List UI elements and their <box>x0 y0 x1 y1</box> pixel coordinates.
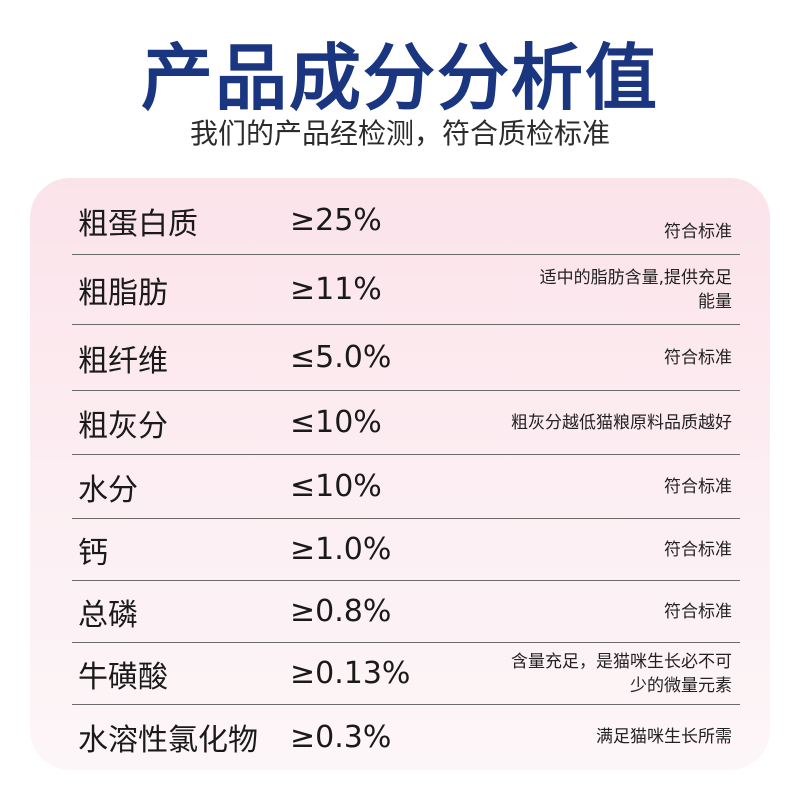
ingredient-name: 总磷 <box>78 597 138 633</box>
ingredient-value: ≤5.0% <box>290 340 392 375</box>
ingredient-value: ≤10% <box>290 469 382 504</box>
table-row: 粗蛋白质 ≥25% 符合标准 <box>72 187 740 255</box>
ingredient-note: 符合标准 <box>664 222 732 242</box>
ingredient-note: 符合标准 <box>664 601 732 622</box>
ingredient-name: 粗纤维 <box>78 343 168 379</box>
ingredient-note: 符合标准 <box>664 539 732 560</box>
ingredient-value: ≥0.8% <box>290 594 392 629</box>
ingredient-name: 粗蛋白质 <box>78 206 198 242</box>
ingredient-name: 钙 <box>78 535 108 571</box>
ingredient-note: 符合标准 <box>664 347 732 368</box>
table-row: 粗灰分 ≤10% 粗灰分越低猫粮原料品质越好 <box>72 391 740 455</box>
ingredient-note: 满足猫咪生长所需 <box>596 727 732 747</box>
table-row: 水分 ≤10% 符合标准 <box>72 455 740 519</box>
analysis-card <box>30 178 770 770</box>
analysis-table: 粗蛋白质 ≥25% 符合标准 粗脂肪 ≥11% 适中的脂肪含量,提供充足 能量 … <box>72 187 740 769</box>
ingredient-note: 适中的脂肪含量,提供充足 能量 <box>539 267 732 312</box>
ingredient-value: ≥1.0% <box>290 532 392 567</box>
ingredient-name: 牛磺酸 <box>78 659 168 695</box>
ingredient-name: 粗灰分 <box>78 408 168 444</box>
ingredient-note: 符合标准 <box>664 476 732 497</box>
table-row: 总磷 ≥0.8% 符合标准 <box>72 581 740 643</box>
table-row: 钙 ≥1.0% 符合标准 <box>72 519 740 581</box>
ingredient-note: 粗灰分越低猫粮原料品质越好 <box>511 412 732 433</box>
table-row: 牛磺酸 ≥0.13% 含量充足，是猫咪生长必不可 少的微量元素 <box>72 643 740 705</box>
ingredient-name: 水溶性氯化物 <box>78 723 258 758</box>
ingredient-value: ≥25% <box>290 203 382 238</box>
ingredient-note: 含量充足，是猫咪生长必不可 少的微量元素 <box>511 651 732 696</box>
page-subtitle: 我们的产品经检测，符合质检标准 <box>189 117 610 150</box>
table-row: 粗纤维 ≤5.0% 符合标准 <box>72 325 740 391</box>
table-row: 粗脂肪 ≥11% 适中的脂肪含量,提供充足 能量 <box>72 255 740 325</box>
ingredient-value: ≤10% <box>290 405 382 440</box>
table-row: 水溶性氯化物 ≥0.3% 满足猫咪生长所需 <box>72 705 740 769</box>
page-title: 产品成分分析值 <box>140 36 659 120</box>
ingredient-name: 粗脂肪 <box>78 275 168 311</box>
ingredient-name: 水分 <box>78 472 138 508</box>
ingredient-value: ≥0.13% <box>290 656 411 691</box>
ingredient-value: ≥11% <box>290 272 382 307</box>
ingredient-value: ≥0.3% <box>290 719 392 755</box>
